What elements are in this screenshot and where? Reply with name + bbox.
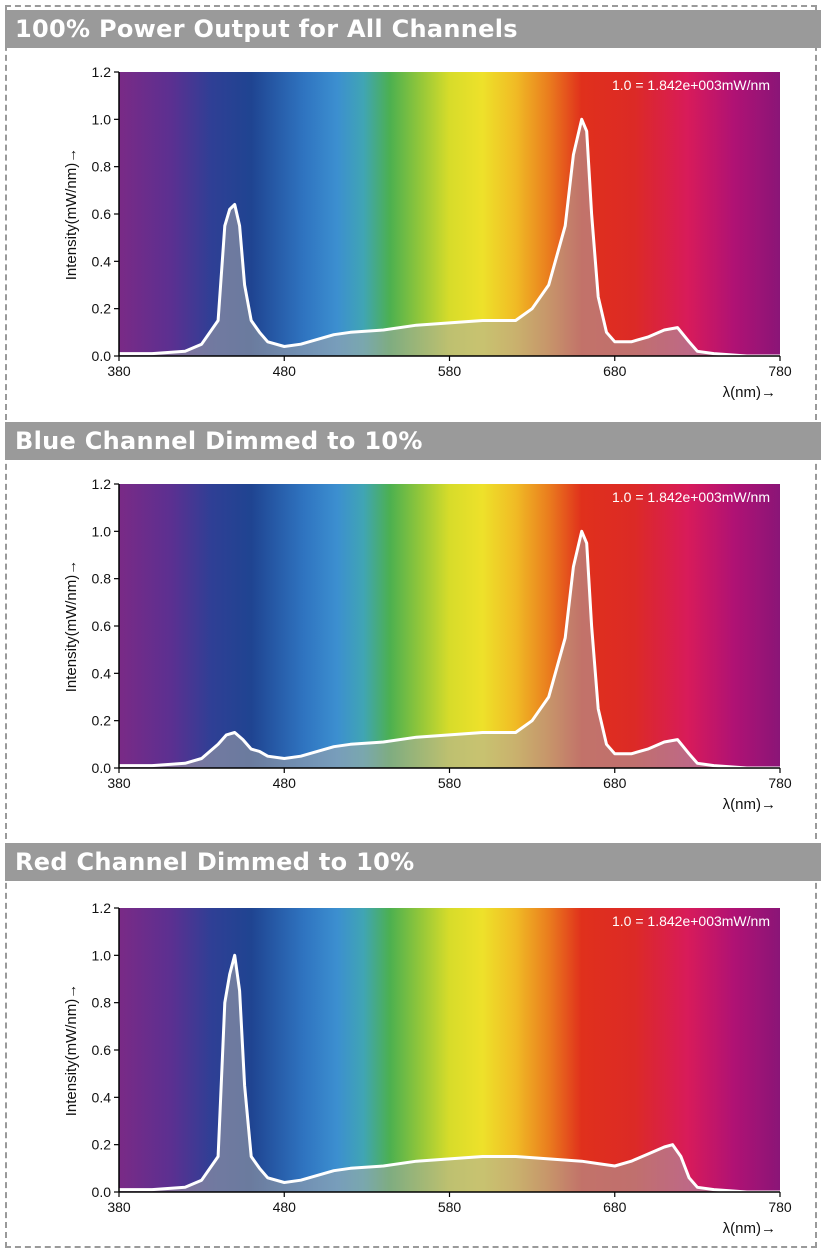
x-tick-label: 480 bbox=[273, 775, 297, 791]
x-tick-label: 380 bbox=[107, 363, 131, 379]
y-tick-label: 0.0 bbox=[92, 1184, 112, 1200]
panel-2-title: Blue Channel Dimmed to 10% bbox=[5, 422, 821, 460]
x-tick-label: 380 bbox=[107, 1199, 131, 1215]
x-axis-title: λ(nm)→ bbox=[723, 384, 776, 401]
y-tick-label: 1.2 bbox=[92, 64, 112, 80]
x-tick-label: 680 bbox=[603, 363, 627, 379]
chart-panel-red-dimmed: 0.0 0.2 0.4 0.6 0.8 1.0 1.2 380 480 580 680 780 λ(nm… bbox=[63, 900, 792, 1237]
x-tick-label: 380 bbox=[107, 775, 131, 791]
chart-panel-blue-dimmed: 0.0 0.2 0.4 0.6 0.8 1.0 1.2 380 480 580 680 780 λ(nm… bbox=[63, 476, 792, 813]
y-tick-label: 0.0 bbox=[92, 760, 112, 776]
spectrum-line bbox=[119, 953, 780, 1194]
y-tick-label: 0.8 bbox=[92, 995, 112, 1011]
x-tick-label: 780 bbox=[768, 1199, 792, 1215]
y-tick-label: 1.0 bbox=[92, 111, 112, 127]
x-tick-label: 480 bbox=[273, 363, 297, 379]
x-tick-label: 580 bbox=[438, 775, 462, 791]
panel-1-title: 100% Power Output for All Channels bbox=[5, 10, 821, 48]
spectrum-background bbox=[119, 484, 780, 768]
panel-3-title: Red Channel Dimmed to 10% bbox=[5, 843, 821, 881]
x-tick-label: 680 bbox=[603, 775, 627, 791]
y-tick-label: 0.8 bbox=[92, 571, 112, 587]
x-tick-label: 580 bbox=[438, 363, 462, 379]
x-tick-label: 580 bbox=[438, 1199, 462, 1215]
y-tick-label: 0.0 bbox=[92, 348, 112, 364]
y-tick-label: 1.0 bbox=[92, 523, 112, 539]
y-axis-title: Intensity(mW/nm)→ bbox=[63, 148, 80, 281]
y-tick-label: 0.2 bbox=[92, 301, 112, 317]
y-tick-label: 0.4 bbox=[92, 253, 112, 269]
y-tick-label: 0.4 bbox=[92, 1089, 112, 1105]
y-tick-label: 0.6 bbox=[92, 618, 112, 634]
y-tick-label: 0.6 bbox=[92, 206, 112, 222]
y-axis-title: Intensity(mW/nm)→ bbox=[63, 984, 80, 1117]
y-tick-label: 1.2 bbox=[92, 476, 112, 492]
dashed-frame bbox=[5, 5, 817, 1248]
scale-annotation: 1.0 = 1.842e+003mW/nm bbox=[612, 913, 770, 929]
spectrum-line bbox=[119, 529, 780, 770]
x-tick-label: 780 bbox=[768, 363, 792, 379]
x-tick-label: 680 bbox=[603, 1199, 627, 1215]
x-axis-title: λ(nm)→ bbox=[723, 1220, 776, 1237]
x-axis-title: λ(nm)→ bbox=[723, 796, 776, 813]
chart-panel-full-power: 0.0 0.2 0.4 0.6 0.8 1.0 1.2 380 480 580 680 780 λ(nm… bbox=[63, 64, 792, 401]
y-tick-label: 1.2 bbox=[92, 900, 112, 916]
spectrum-line bbox=[119, 117, 780, 358]
y-tick-label: 0.2 bbox=[92, 713, 112, 729]
y-tick-label: 0.4 bbox=[92, 665, 112, 681]
y-axis-title: Intensity(mW/nm)→ bbox=[63, 560, 80, 693]
scale-annotation: 1.0 = 1.842e+003mW/nm bbox=[612, 489, 770, 505]
y-tick-label: 0.2 bbox=[92, 1137, 112, 1153]
y-tick-label: 1.0 bbox=[92, 947, 112, 963]
scale-annotation: 1.0 = 1.842e+003mW/nm bbox=[612, 77, 770, 93]
x-tick-label: 480 bbox=[273, 1199, 297, 1215]
y-tick-label: 0.8 bbox=[92, 159, 112, 175]
y-tick-label: 0.6 bbox=[92, 1042, 112, 1058]
x-tick-label: 780 bbox=[768, 775, 792, 791]
